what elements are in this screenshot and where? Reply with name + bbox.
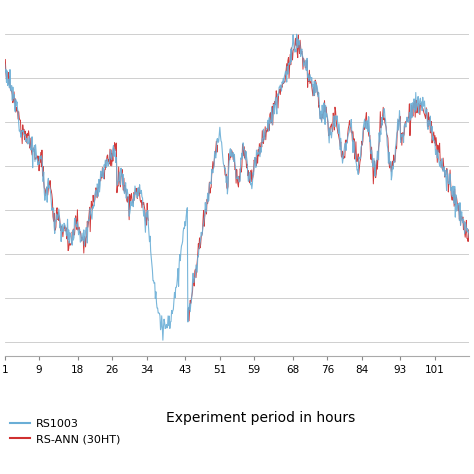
- Text: Experiment period in hours: Experiment period in hours: [165, 411, 355, 425]
- Legend: RS1003, RS-ANN (30HT): RS1003, RS-ANN (30HT): [10, 419, 120, 444]
